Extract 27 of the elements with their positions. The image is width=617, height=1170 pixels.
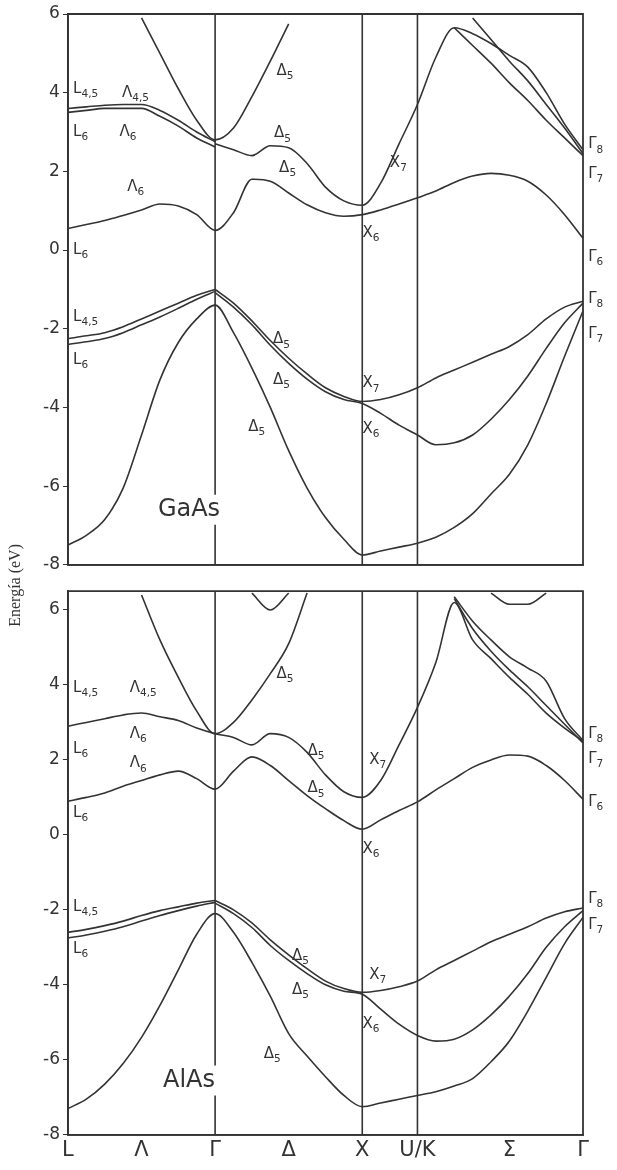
y-tick-label: -2 <box>43 317 60 338</box>
y-tick-label: 6 <box>49 2 60 23</box>
x-tick-label: U/K <box>399 1136 437 1161</box>
y-tick-label: -6 <box>43 1048 60 1069</box>
x-tick-label: Δ <box>281 1136 297 1161</box>
annotation: GaAs <box>157 493 221 522</box>
y-axis-title: Energía (eV) <box>6 543 24 627</box>
y-tick-label: 0 <box>49 823 60 844</box>
y-tick-label: 4 <box>49 673 60 694</box>
y-tick-label: 6 <box>49 598 60 619</box>
y-tick-label: -8 <box>43 553 60 574</box>
y-tick-label: -4 <box>43 973 60 994</box>
y-tick-label: 0 <box>49 238 60 259</box>
y-tick-label: -4 <box>43 395 60 416</box>
x-tick-label: Γ <box>209 1136 222 1161</box>
x-tick-label: Σ <box>502 1136 517 1161</box>
y-tick-label: -6 <box>43 474 60 495</box>
y-tick-label: -8 <box>43 1123 60 1144</box>
x-tick-label: L <box>62 1136 75 1161</box>
annotation: AlAs <box>162 1064 215 1093</box>
x-tick-label: Λ <box>134 1136 150 1161</box>
y-tick-label: 2 <box>49 748 60 769</box>
x-tick-label: X <box>355 1136 370 1161</box>
x-tick-label: Γ <box>577 1136 590 1161</box>
y-tick-label: 2 <box>49 159 60 180</box>
y-tick-label: 4 <box>49 81 60 102</box>
y-tick-label: -2 <box>43 898 60 919</box>
